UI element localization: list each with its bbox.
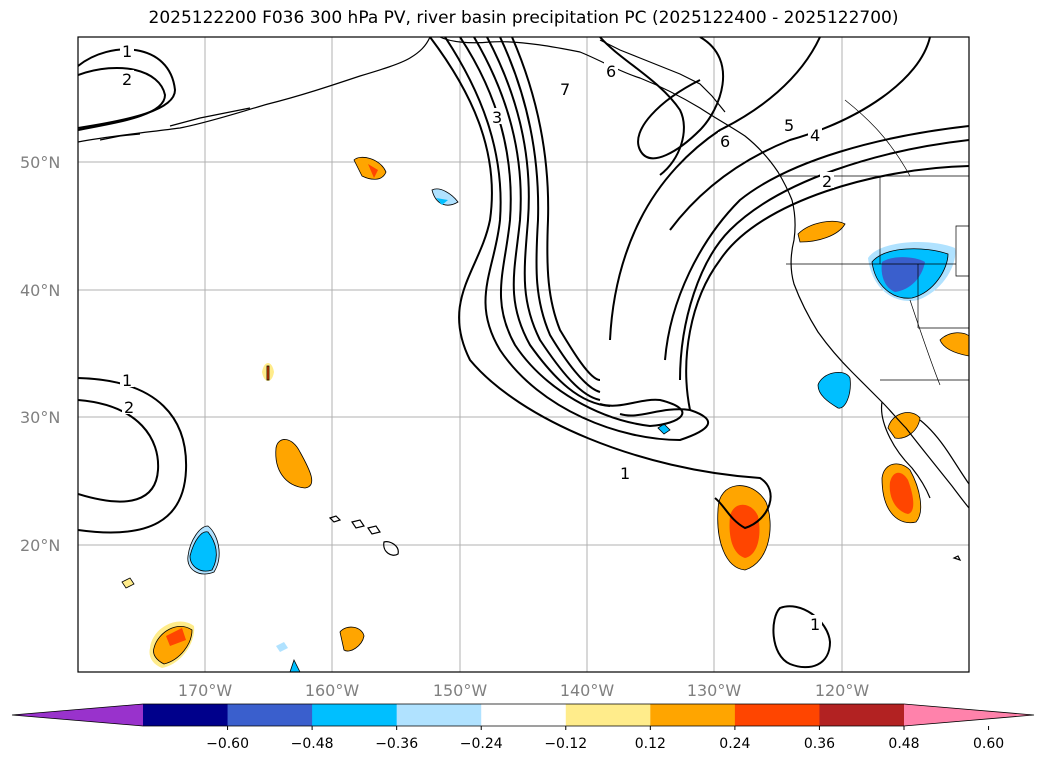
pv-contour-2-w — [78, 399, 160, 503]
colorbar-tick-label: 0.48 — [888, 736, 919, 752]
contour-labels: 1 2 6 7 3 5 4 6 2 1 2 1 1 — [120, 42, 834, 634]
contour-label: 4 — [810, 126, 820, 145]
contour-label: 1 — [122, 42, 132, 61]
contour-label: 2 — [822, 172, 832, 191]
pv-contour-1-south — [772, 605, 832, 669]
lon-label-130w: 130°W — [687, 681, 742, 700]
colorbar-segment — [734, 704, 820, 726]
contour-label: 2 — [122, 70, 132, 89]
borders — [778, 99, 969, 386]
lon-label-150w: 150°W — [433, 681, 488, 700]
pv-contour-6 — [637, 37, 725, 160]
pv-contour-1-trough — [429, 37, 772, 530]
colorbar-segment — [565, 704, 651, 726]
lat-label-30n: 30°N — [20, 408, 60, 427]
colorbar-tick-label: 0.24 — [719, 736, 750, 752]
colorbar-extend-low — [12, 704, 143, 726]
colorbar-tick-label: −0.60 — [206, 736, 249, 752]
pv-contour-2-nw — [78, 67, 167, 131]
precip-negative-gulf — [431, 188, 459, 206]
map-area: 1 2 6 7 3 5 4 6 2 1 2 1 1 — [78, 37, 969, 672]
lon-label-160w: 160°W — [305, 681, 360, 700]
contour-label: 5 — [784, 116, 794, 135]
map-frame — [77, 36, 970, 673]
alaska-coast — [78, 37, 431, 143]
colorbar-segment — [143, 704, 229, 726]
lat-label-20n: 20°N — [20, 536, 60, 555]
colorbar-tick-label: −0.36 — [375, 736, 418, 752]
colorbar-tick-label: −0.12 — [544, 736, 587, 752]
colorbar-extend-high — [904, 704, 1034, 726]
contour-label: 2 — [124, 398, 134, 417]
pv-contours — [78, 37, 969, 669]
contour-label: 1 — [810, 615, 820, 634]
precip-positive-arizona — [939, 332, 969, 357]
colorbar-tick-label: −0.48 — [291, 736, 334, 752]
colorbar-tick-label: 0.36 — [804, 736, 835, 752]
colorbar-outline — [11, 703, 1035, 727]
colorbar-segment — [819, 704, 905, 726]
lat-label-50n: 50°N — [20, 153, 60, 172]
precip-positive-165w — [275, 439, 313, 489]
precip-shading — [121, 156, 969, 672]
contour-label: 6 — [720, 132, 730, 151]
colorbar-segment — [481, 704, 567, 726]
lat-label-40n: 40°N — [20, 281, 60, 300]
colorbar-tick-label: 0.12 — [635, 736, 666, 752]
gulf-california — [919, 419, 969, 485]
colorbar-segment — [650, 704, 736, 726]
contour-label: 3 — [492, 108, 502, 127]
colorbar-tick-label: −0.24 — [460, 736, 503, 752]
colorbar: −0.60 −0.48 −0.36 −0.24 −0.12 0.12 0.24 0.36 0.4… — [11, 703, 1035, 752]
lon-label-170w: 170°W — [178, 681, 233, 700]
lon-label-140w: 140°W — [560, 681, 615, 700]
colorbar-tick-label: 0.60 — [973, 736, 1004, 752]
colorbar-segment — [396, 704, 482, 726]
map-title: 2025122200 F036 300 hPa PV, river basin … — [148, 8, 899, 28]
contour-label: 7 — [560, 80, 570, 99]
baja-coast — [880, 401, 931, 499]
precip-negative-socal — [817, 371, 851, 409]
pv-contour-1-w — [78, 377, 188, 534]
hawaii-islands — [328, 515, 399, 556]
contour-label: 6 — [606, 62, 616, 81]
contour-label: 1 — [122, 371, 132, 390]
longitude-labels: 170°W 160°W 150°W 140°W 130°W 120°W — [178, 681, 870, 700]
latitude-labels: 50°N 40°N 30°N 20°N — [20, 153, 60, 555]
west-coast-us — [790, 199, 969, 509]
colorbar-segment — [227, 704, 313, 726]
lon-label-120w: 120°W — [815, 681, 870, 700]
contour-label: 1 — [620, 464, 630, 483]
colorbar-segment — [312, 704, 398, 726]
precip-positive-n-california — [797, 220, 846, 243]
precip-positive-158w — [339, 626, 365, 652]
